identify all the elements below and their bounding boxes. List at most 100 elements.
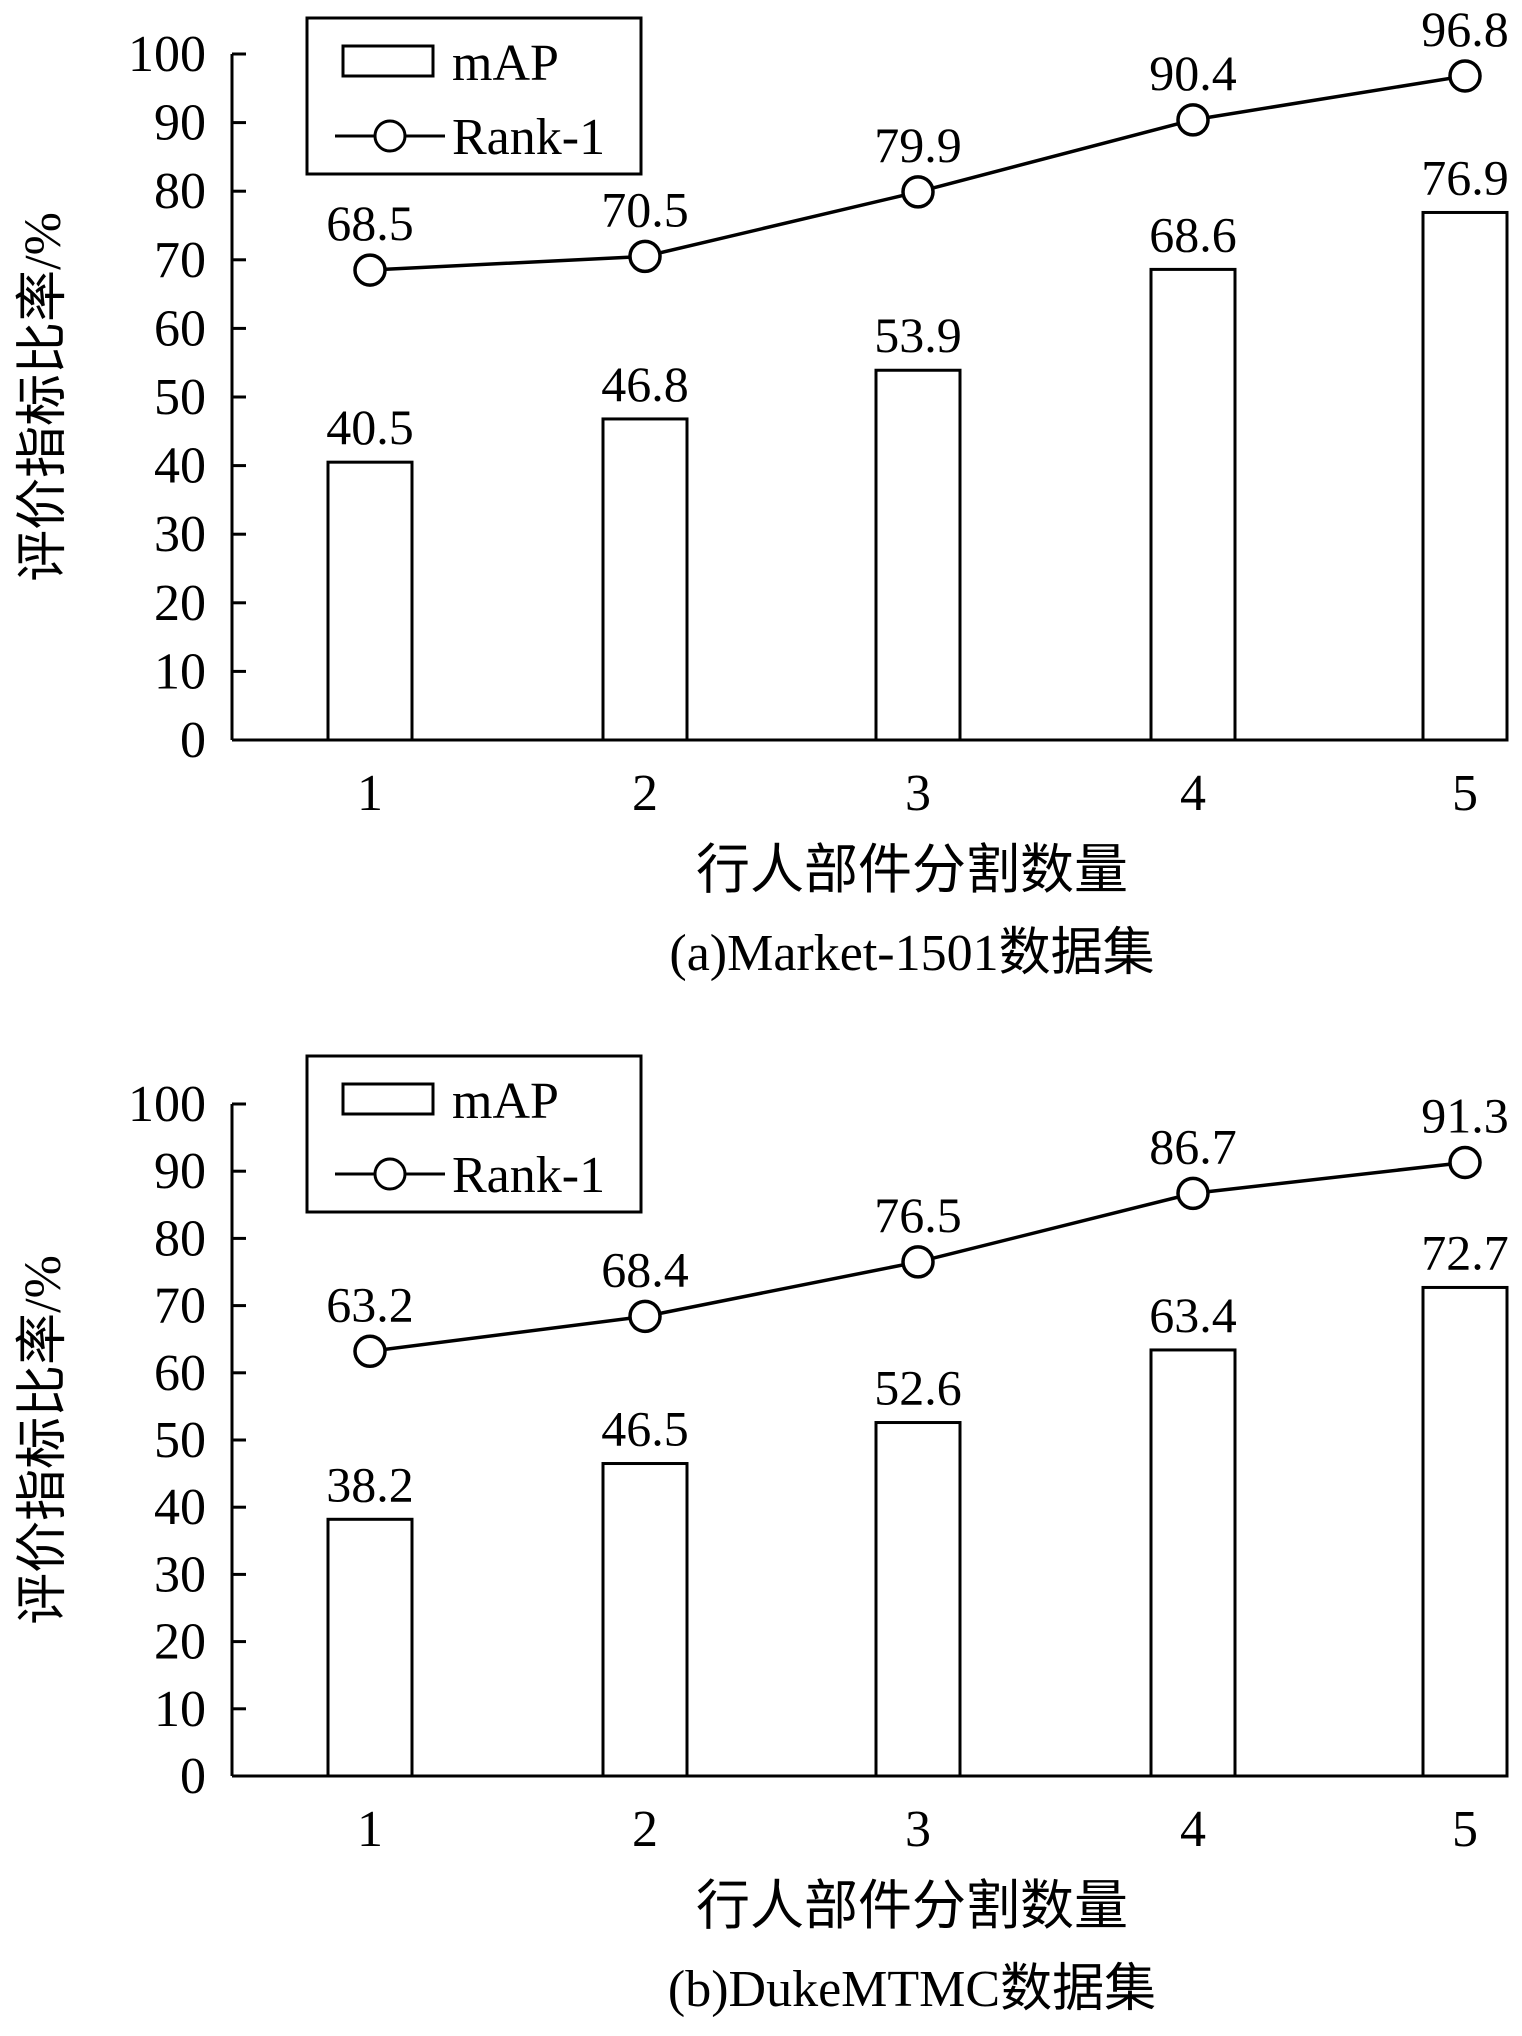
y-tick-label: 80 [154, 1210, 206, 1267]
line-value-label: 91.3 [1421, 1087, 1509, 1143]
y-tick-label: 70 [154, 1278, 206, 1335]
bar-value-label: 40.5 [326, 399, 414, 455]
y-tick-label: 0 [180, 1748, 206, 1805]
y-tick-label: 20 [154, 575, 206, 632]
bar-value-label: 46.5 [601, 1401, 689, 1457]
line-point-marker [353, 253, 387, 287]
line-value-label: 90.4 [1149, 45, 1237, 101]
legend-circle-swatch [373, 1157, 407, 1191]
line-point-marker [901, 175, 935, 209]
y-tick-label: 100 [128, 1076, 206, 1133]
y-tick-label: 20 [154, 1614, 206, 1671]
line-rank1 [353, 1145, 1482, 1369]
line-value-label: 63.2 [326, 1276, 414, 1332]
line-value-label: 96.8 [1421, 1, 1509, 57]
line-point-marker [901, 1245, 935, 1279]
legend-label-map: mAP [452, 35, 559, 92]
bar-value-label: 72.7 [1421, 1224, 1509, 1280]
y-tick-label: 90 [154, 95, 206, 152]
line-point-marker [1448, 1145, 1482, 1180]
bar-map [874, 368, 962, 742]
x-tick-label: 5 [1452, 765, 1478, 822]
line-value-label: 68.5 [326, 195, 414, 251]
line-value-label: 76.5 [874, 1187, 962, 1243]
x-tick-label: 1 [357, 1801, 383, 1858]
legend-bar-swatch [341, 1082, 435, 1116]
legend-circle-swatch [373, 119, 407, 153]
line-point-marker [1176, 1176, 1210, 1211]
bar-map [1149, 267, 1237, 742]
line-point-marker [628, 1299, 662, 1334]
y-tick-label: 30 [154, 506, 206, 563]
legend-box [305, 16, 643, 176]
y-tick-label: 40 [154, 1479, 206, 1536]
bar-map [1149, 1348, 1237, 1778]
y-tick-label: 40 [154, 438, 206, 495]
line-point-marker [353, 1334, 387, 1369]
line-rank1 [353, 59, 1482, 287]
x-axis-label: 行人部件分割数量 [696, 1876, 1128, 1936]
chart-caption: (b)DukeMTMC数据集 [668, 1961, 1156, 2018]
y-tick-label: 0 [180, 712, 206, 769]
bar-value-label: 46.8 [601, 356, 689, 412]
legend-box [305, 1054, 643, 1214]
bar-value-label: 53.9 [874, 307, 962, 363]
y-tick-label: 100 [128, 26, 206, 83]
y-tick-label: 80 [154, 163, 206, 220]
x-tick-label: 4 [1180, 765, 1206, 822]
bar-value-label: 76.9 [1421, 149, 1509, 205]
legend: mAP Rank-1 [305, 16, 643, 176]
y-axis-label: 评价指标比率/% [15, 1255, 72, 1625]
legend-label-map: mAP [452, 1073, 559, 1130]
line-point-marker [1448, 59, 1482, 93]
bar-map [874, 1421, 962, 1778]
y-tick-label: 10 [154, 643, 206, 700]
y-tick-label: 30 [154, 1546, 206, 1603]
bar-value-label: 52.6 [874, 1360, 962, 1416]
y-tick-label: 60 [154, 300, 206, 357]
legend-bar-swatch [341, 44, 435, 78]
bar-map [1421, 1285, 1509, 1778]
y-tick-label: 10 [154, 1681, 206, 1738]
bars-mAP [326, 1285, 1509, 1778]
legend-label-rank1: Rank-1 [452, 1147, 605, 1204]
y-tick-label: 50 [154, 1412, 206, 1469]
line-value-label: 86.7 [1149, 1118, 1237, 1174]
line-value-label: 68.4 [601, 1241, 689, 1297]
x-tick-label: 2 [632, 765, 658, 822]
legend-label-rank1: Rank-1 [452, 109, 605, 166]
bar-map [601, 417, 689, 742]
x-tick-label: 5 [1452, 1801, 1478, 1858]
line-value-label: 79.9 [874, 117, 962, 173]
legend: mAP Rank-1 [305, 1054, 643, 1214]
chart-panel-market1501: 0 10 20 30 40 50 60 70 80 90 100 1 2 3 4 5 40.5 46.8 53.9… [15, 1, 1509, 982]
axes: 0 10 20 30 40 50 60 70 80 90 100 1 2 3 4 5 [128, 1076, 1504, 1858]
y-tick-label: 50 [154, 369, 206, 426]
bars-mAP [326, 210, 1509, 742]
y-tick-label: 60 [154, 1345, 206, 1402]
x-tick-label: 2 [632, 1801, 658, 1858]
line-value-label: 70.5 [601, 181, 689, 237]
bar-map [1421, 210, 1509, 742]
data-labels: 40.5 46.8 53.9 68.6 76.9 68.5 70.5 79.9 90.4 96.8 [326, 1, 1509, 455]
line-point-marker [628, 239, 662, 274]
bar-map [326, 1517, 414, 1778]
x-tick-label: 4 [1180, 1801, 1206, 1858]
chart-panel-dukemtmc: 0 10 20 30 40 50 60 70 80 90 100 1 2 3 4 5 38.2 46.5 52.6… [15, 1054, 1509, 2018]
data-labels: 38.2 46.5 52.6 63.4 72.7 63.2 68.4 76.5 86.7 91.3 [326, 1087, 1509, 1512]
line-point-marker [1176, 103, 1210, 137]
x-tick-label: 3 [905, 1801, 931, 1858]
y-tick-label: 70 [154, 232, 206, 289]
x-tick-label: 3 [905, 765, 931, 822]
axes: 0 10 20 30 40 50 60 70 80 90 100 1 2 3 4 5 [128, 26, 1504, 822]
bar-map [601, 1462, 689, 1778]
bar-value-label: 38.2 [326, 1456, 414, 1512]
bar-map [326, 460, 414, 742]
bar-value-label: 63.4 [1149, 1287, 1237, 1343]
y-tick-label: 90 [154, 1143, 206, 1200]
chart-caption: (a)Market-1501数据集 [669, 925, 1154, 982]
x-tick-label: 1 [357, 765, 383, 822]
y-axis-label: 评价指标比率/% [15, 212, 72, 582]
x-axis-label: 行人部件分割数量 [696, 840, 1128, 900]
